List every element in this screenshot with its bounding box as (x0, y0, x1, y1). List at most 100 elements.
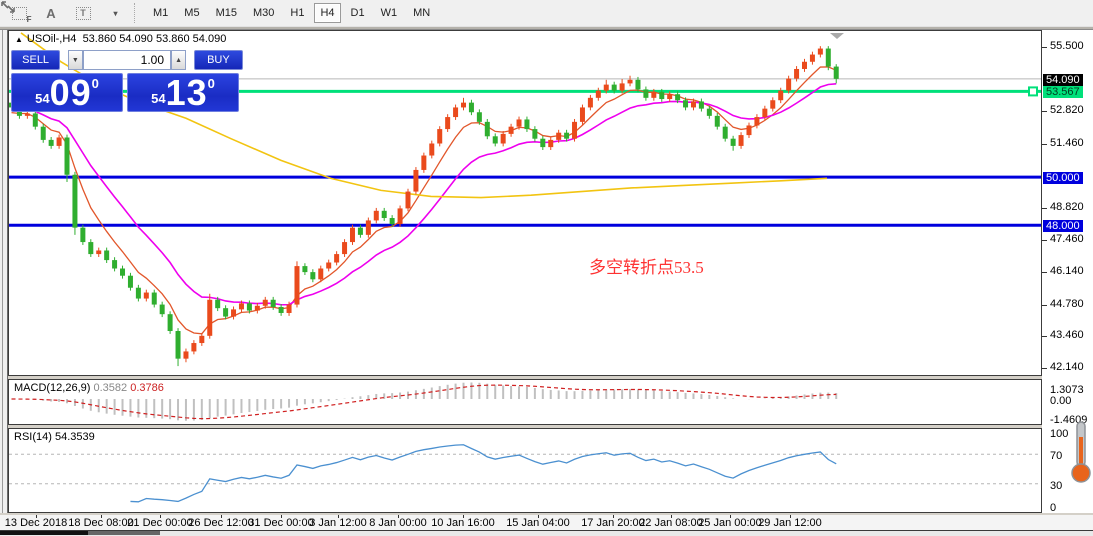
candle-body (698, 101, 704, 109)
candle-body (135, 287, 141, 299)
candle-body (373, 210, 379, 221)
candle-body (508, 126, 514, 134)
sell-button[interactable]: SELL (11, 50, 61, 70)
candle-body (453, 107, 459, 118)
price-tick-mark (1042, 207, 1047, 209)
candle-body (516, 119, 522, 127)
time-tick-label: 18 Dec 08:00 (68, 517, 134, 529)
candle-body (738, 135, 744, 146)
candle-body (246, 303, 252, 311)
time-axis[interactable]: 13 Dec 2018 18 Dec 08:00 21 Dec 00:00 26 De… (0, 515, 1093, 530)
chart-window: ▲ USOil-,H4 53.860 54.090 53.860 54.090 多… (0, 27, 1093, 536)
text-box-tool-icon[interactable]: T (70, 3, 96, 24)
buy-price-box[interactable]: 54 13 0 (127, 73, 239, 112)
time-tick-mark (398, 515, 399, 518)
price-tick-label: 48.820 (1050, 200, 1084, 213)
price-tick-mark (1042, 144, 1047, 146)
candle-body (159, 304, 165, 315)
buy-button[interactable]: BUY (193, 50, 243, 70)
chart-shift-marker-icon[interactable] (830, 33, 844, 39)
candle-body (127, 275, 133, 288)
timeframe-button-m1[interactable]: M1 (153, 7, 169, 19)
arrows-tool-icon[interactable]: ▾ (1, 1, 128, 24)
time-tick-mark (730, 515, 731, 518)
candle-body (302, 266, 308, 273)
candle-body (675, 94, 681, 101)
price-tick-label: 43.460 (1050, 329, 1084, 342)
rsi-pane[interactable]: RSI(14) 54.3539 (8, 428, 1042, 513)
time-tick-label: 17 Jan 20:00 (581, 517, 645, 529)
price-badge-54.090: 54.090 (1043, 73, 1083, 86)
price-tick-mark (1042, 336, 1047, 338)
time-tick-mark (671, 515, 672, 518)
timeframe-button-mn[interactable]: MN (413, 7, 431, 19)
scrollbar-thumb[interactable] (0, 531, 88, 535)
candle-body (48, 139, 54, 146)
time-tick-label: 31 Dec 00:00 (248, 517, 314, 529)
timeframe-button-h1[interactable]: H1 (290, 7, 305, 19)
candle-body (683, 100, 689, 108)
candle-body (746, 125, 752, 136)
toolbar: F A T ▾ M1 M5 M15 M30 H1 H4 D1 W1 MN (0, 0, 1093, 27)
time-tick-label: 29 Jan 12:00 (758, 517, 822, 529)
rsi-line (130, 444, 837, 503)
timeframe-button-h4[interactable]: H4 (314, 3, 341, 23)
candle-body (556, 132, 562, 140)
time-tick-label: 10 Jan 16:00 (431, 517, 495, 529)
scrollbar-track-segment[interactable] (88, 531, 160, 535)
candle-body (532, 129, 538, 139)
candle-body (484, 121, 490, 137)
sell-price-box[interactable]: 54 09 0 (11, 73, 123, 112)
candle-body (254, 305, 260, 311)
dropdown-caret-icon[interactable]: ▾ (113, 8, 118, 18)
candle-body (476, 112, 482, 122)
text-label-tool-icon[interactable]: A (46, 5, 56, 21)
candle-body (223, 308, 229, 317)
macd-chart (11, 382, 838, 421)
time-tick-mark (538, 515, 539, 518)
collapse-triangle-icon[interactable]: ▲ (15, 35, 23, 44)
fibonacci-tool-icon[interactable]: F (6, 3, 32, 24)
main-chart-pane[interactable]: ▲ USOil-,H4 53.860 54.090 53.860 54.090 多… (8, 30, 1042, 376)
candle-body (611, 84, 617, 91)
candle-body (238, 303, 244, 310)
candle-body (825, 48, 831, 67)
price-tick-mark (1042, 46, 1047, 48)
candle-body (318, 268, 324, 280)
timeframe-button-m15[interactable]: M15 (215, 7, 237, 19)
candle-body (429, 143, 435, 156)
timeframe-button-m5[interactable]: M5 (184, 7, 200, 19)
thermometer-icon (1070, 421, 1092, 485)
candle-body (215, 299, 221, 309)
timeframe-bar: M1 M5 M15 M30 H1 H4 D1 W1 MN (145, 3, 438, 23)
time-tick-label: 22 Jan 08:00 (639, 517, 703, 529)
time-tick-mark (281, 515, 282, 518)
candle-body (492, 136, 498, 144)
candle-body (659, 91, 665, 100)
candle-body (72, 174, 78, 228)
timeframe-button-m30[interactable]: M30 (252, 7, 275, 19)
candle-body (564, 132, 570, 139)
timeframe-button-d1[interactable]: D1 (350, 7, 365, 19)
rsi-axis-label: 100 (1050, 428, 1069, 440)
macd-pane[interactable]: MACD(12,26,9) 0.3582 0.3786 (8, 379, 1042, 425)
candle-body (167, 314, 173, 332)
volume-decrease-button[interactable]: ▼ (67, 50, 83, 70)
price-tick-label: 47.460 (1050, 233, 1084, 246)
candle-body (817, 48, 823, 55)
candle-body (548, 139, 554, 148)
timeframe-button-w1[interactable]: W1 (380, 7, 398, 19)
time-tick-mark (160, 515, 161, 518)
price-tick-label: 46.140 (1050, 264, 1084, 277)
candle-body (651, 91, 657, 98)
volume-increase-button[interactable]: ▲ (171, 50, 187, 70)
candle-body (770, 100, 776, 109)
candle-body (334, 254, 340, 263)
price-tick-label: 44.780 (1050, 297, 1084, 310)
volume-input[interactable] (83, 50, 171, 70)
price-tick-mark (1042, 271, 1047, 273)
candle-body (80, 227, 86, 243)
price-tick-mark (1042, 368, 1047, 370)
horizontal-scrollbar (0, 530, 1093, 536)
turning-point-line-handle[interactable] (1028, 86, 1038, 97)
